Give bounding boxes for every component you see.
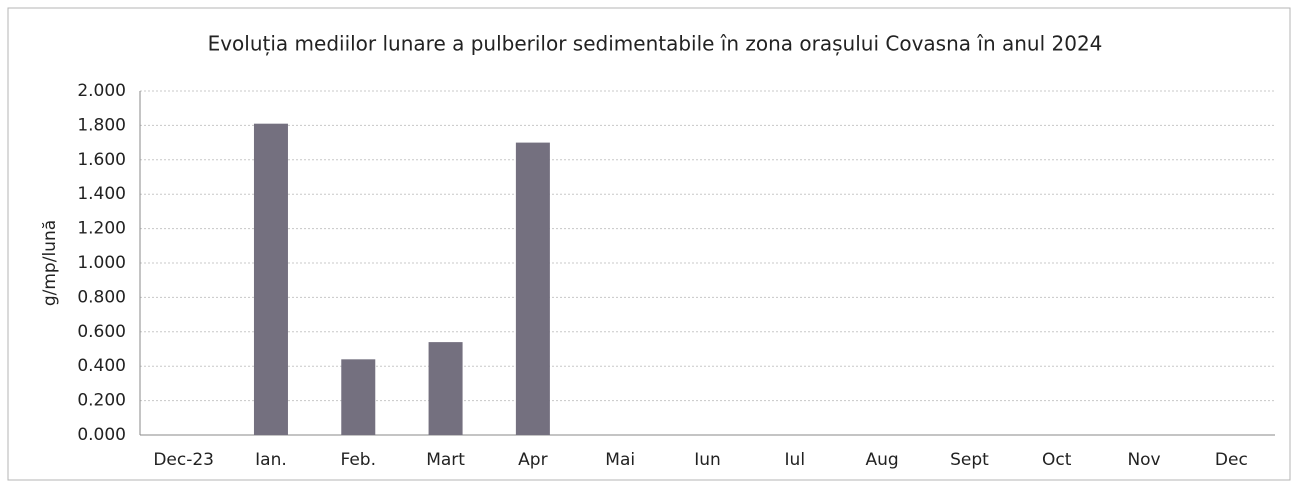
x-tick-label: Oct — [1042, 450, 1072, 470]
chart-title: Evoluția mediilor lunare a pulberilor se… — [208, 32, 1103, 56]
x-tick-label: Nov — [1127, 450, 1160, 470]
y-axis-label: g/mp/lună — [40, 220, 60, 306]
y-tick-label: 1.200 — [77, 219, 126, 239]
y-tick-label: 1.400 — [77, 184, 126, 204]
y-tick-label: 1.000 — [77, 253, 126, 273]
y-tick-label: 1.800 — [77, 115, 126, 135]
x-tick-label: Dec — [1215, 450, 1248, 470]
x-tick-label: Apr — [518, 450, 547, 470]
x-tick-label: Dec-23 — [153, 450, 214, 470]
chart-border — [7, 7, 1291, 481]
y-tick-label: 0.400 — [77, 356, 126, 376]
bar — [428, 342, 463, 435]
x-tick-label: Iun — [694, 450, 721, 470]
x-tick-label: Sept — [950, 450, 989, 470]
bar — [253, 123, 288, 436]
x-tick-label: Aug — [866, 450, 899, 470]
y-tick-label: 1.600 — [77, 150, 126, 170]
bar — [341, 359, 376, 435]
x-tick-label: Iul — [785, 450, 806, 470]
y-tick-label: 0.800 — [77, 287, 126, 307]
bar — [515, 142, 550, 435]
y-tick-label: 0.200 — [77, 391, 126, 411]
y-tick-label: 0.600 — [77, 322, 126, 342]
y-tick-label: 0.000 — [77, 425, 126, 445]
y-tick-label: 2.000 — [77, 81, 126, 101]
x-tick-label: Feb. — [341, 450, 377, 470]
x-tick-label: Mai — [605, 450, 635, 470]
x-tick-label: Ian. — [255, 450, 287, 470]
x-tick-label: Mart — [426, 450, 465, 470]
